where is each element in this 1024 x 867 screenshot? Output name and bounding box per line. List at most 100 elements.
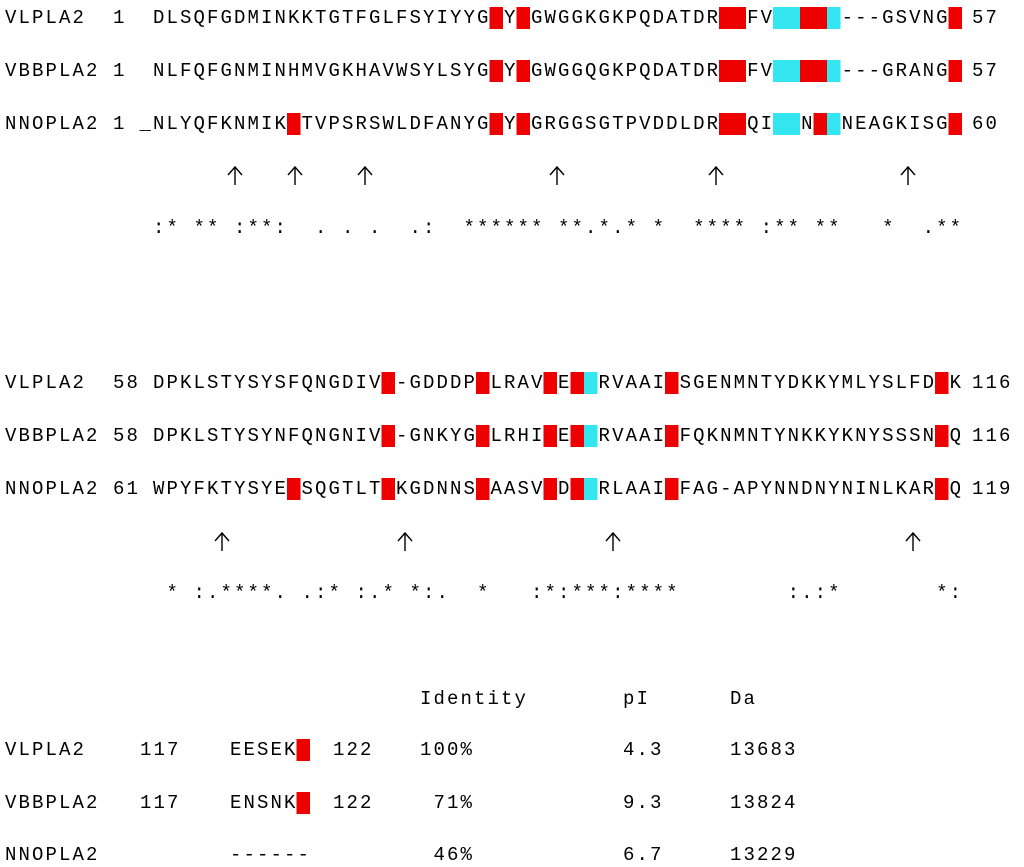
sequence: _NLYQFKNMIKCTVPSRSWLDFANYGCYCGRGGSGTPVDD… [139, 113, 964, 135]
residue-highlight [948, 60, 962, 82]
residue-highlight [935, 425, 949, 447]
sequence: NLFQFGNMINHMVGKHAVWSYLSYGCYCGWGGQGKPQDAT… [153, 60, 963, 82]
residue-highlight [773, 60, 787, 82]
residue-highlight [543, 478, 557, 500]
residue-highlight [296, 739, 310, 761]
end-position: 116 [972, 372, 1013, 394]
sequence: WPYFKTYSYECSQGTLTCKGDNNSCAASVCDCDRLAAICF… [153, 478, 963, 500]
sequence: ENSNKC [230, 792, 311, 814]
residue-highlight [827, 113, 841, 135]
summary-table: Identity pI Da VLPLA2 117 EESEKC 122 100% 4.3 136… [5, 688, 798, 866]
residue-highlight [570, 425, 584, 447]
residue-highlight [476, 372, 490, 394]
residue-highlight [296, 792, 310, 814]
residue-highlight [489, 60, 503, 82]
arrow [397, 531, 413, 551]
residue-highlight [719, 60, 733, 82]
sequence: DLSQFGDMINKKTGTFGLFSYIYYGCYCGWGGKGKPQDAT… [153, 7, 963, 29]
residue-highlight [570, 478, 584, 500]
column-header: pI [623, 688, 650, 710]
residue-highlight [719, 7, 733, 29]
end-position: 119 [972, 478, 1013, 500]
residue-highlight [732, 7, 746, 29]
residue-highlight [800, 7, 814, 29]
molecular-weight: 13683 [730, 739, 798, 761]
residue-highlight [732, 60, 746, 82]
conservation-line: * :.****. .:* :.* *:. * :*:***:**** :.:*… [153, 582, 963, 604]
end-position: 122 [333, 792, 374, 814]
residue-highlight [773, 7, 787, 29]
sequence: DPKLSTYSYNFQNGNIVC-GNKYGCLRHICECDRVAAICF… [153, 425, 963, 447]
sequence-name: VBBPLA2 [5, 792, 100, 814]
residue-highlight [584, 372, 598, 394]
alignment-block: VLPLA2 1 DLSQFGDMINKKTGTFGLFSYIYYGCYCGWGGK… [5, 7, 999, 239]
sequence-name: VLPLA2 [5, 7, 86, 29]
residue-highlight [665, 372, 679, 394]
residue-highlight [489, 113, 503, 135]
molecular-weight: 13824 [730, 792, 798, 814]
residue-highlight [948, 7, 962, 29]
end-position: 57 [972, 7, 999, 29]
residue-highlight [813, 7, 827, 29]
conservation-line: :* ** :**: . . . .: ****** **.*.* * ****… [153, 217, 963, 239]
residue-highlight [827, 60, 841, 82]
sequence-name: NNOPLA2 [5, 478, 100, 500]
arrow [287, 165, 303, 185]
residue-highlight [584, 478, 598, 500]
alignment-block: VLPLA2 58 DPKLSTYSYSFQNGDIVC-GDDDPCLRAVCEC… [5, 372, 1013, 604]
residue-highlight [489, 7, 503, 29]
residue-highlight [381, 425, 395, 447]
residue-highlight [773, 113, 787, 135]
residue-highlight [476, 478, 490, 500]
start-position: 58 [113, 372, 140, 394]
residue-highlight [584, 425, 598, 447]
sequence: EESEKC [230, 739, 311, 761]
sequence: DPKLSTYSYSFQNGDIVC-GDDDPCLRAVCECDRVAAICS… [153, 372, 963, 394]
residue-highlight [800, 60, 814, 82]
column-header: Da [730, 688, 757, 710]
sequence-name: NNOPLA2 [5, 844, 100, 866]
residue-highlight [935, 372, 949, 394]
residue-highlight [516, 60, 530, 82]
residue-highlight [665, 478, 679, 500]
arrow [214, 531, 230, 551]
conservation-arrows [214, 165, 921, 551]
end-position: 60 [972, 113, 999, 135]
identity: 46% [433, 844, 474, 866]
residue-highlight [570, 372, 584, 394]
residue-highlight [813, 113, 827, 135]
end-position: 116 [972, 425, 1013, 447]
pi: 6.7 [623, 844, 664, 866]
pi: 9.3 [623, 792, 664, 814]
start-position: 117 [140, 792, 181, 814]
residue-highlight [813, 60, 827, 82]
start-position: 1 [113, 60, 127, 82]
residue-highlight [287, 113, 301, 135]
residue-highlight [476, 425, 490, 447]
residue-highlight [786, 113, 800, 135]
start-position: 58 [113, 425, 140, 447]
sequence-name: VLPLA2 [5, 372, 86, 394]
arrow [905, 531, 921, 551]
sequence-name: VBBPLA2 [5, 60, 100, 82]
residue-highlight [732, 113, 746, 135]
residue-highlight [543, 425, 557, 447]
residue-highlight [381, 478, 395, 500]
residue-highlight [827, 7, 841, 29]
residue-highlight [786, 60, 800, 82]
residue-highlight [287, 478, 301, 500]
pi: 4.3 [623, 739, 664, 761]
start-position: 117 [140, 739, 181, 761]
molecular-weight: 13229 [730, 844, 798, 866]
start-position: 61 [113, 478, 140, 500]
identity: 100% [420, 739, 474, 761]
column-header: Identity [420, 688, 528, 710]
residue-highlight [786, 7, 800, 29]
arrow [549, 165, 565, 185]
residue-highlight [381, 372, 395, 394]
residue-highlight [543, 372, 557, 394]
residue-highlight [516, 113, 530, 135]
start-position: 1 [113, 113, 127, 135]
sequence: ------ [230, 844, 311, 866]
